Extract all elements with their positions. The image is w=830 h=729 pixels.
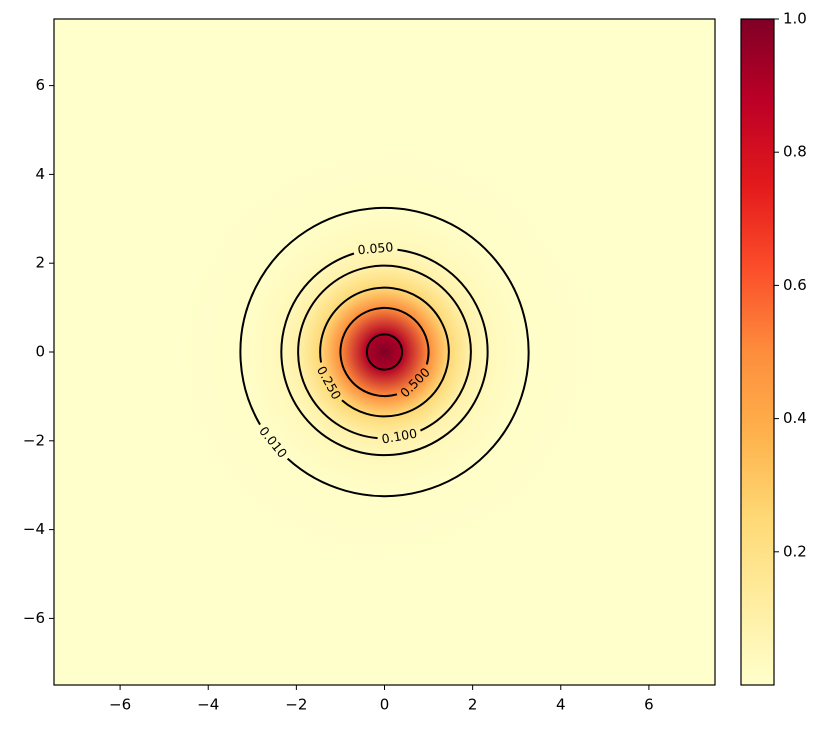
heatmap [153, 121, 616, 583]
contour-label: 0.050 [357, 239, 394, 257]
colorbar-tick-label: 1.0 [783, 10, 807, 28]
x-tick-label: 4 [556, 696, 566, 714]
x-tick-label: −4 [197, 696, 219, 714]
y-tick-label: −6 [23, 609, 45, 627]
x-tick-label: −2 [285, 696, 307, 714]
contour-line [319, 286, 450, 418]
x-tick-label: 0 [380, 696, 390, 714]
colorbar-tick-label: 0.4 [783, 409, 807, 427]
x-tick-label: −6 [109, 696, 131, 714]
contour-label: 0.100 [380, 426, 418, 447]
x-tick-label: 6 [644, 696, 654, 714]
y-tick-label: 2 [35, 254, 45, 272]
contour-line [297, 264, 472, 440]
y-tick-label: −2 [23, 431, 45, 449]
contour-line [280, 248, 489, 457]
contour-line [239, 206, 530, 498]
colorbar-tick-label: 0.6 [783, 276, 807, 294]
contour-line [365, 333, 404, 371]
colorbar-tick-label: 0.8 [783, 143, 807, 161]
y-tick-label: −4 [23, 520, 45, 538]
y-tick-label: 4 [35, 165, 45, 183]
y-tick-label: 6 [35, 76, 45, 94]
colorbar [740, 18, 775, 686]
y-tick-label: 0 [35, 343, 45, 361]
colorbar-tick-label: 0.2 [783, 542, 807, 560]
contour-line [339, 306, 430, 398]
x-tick-label: 2 [468, 696, 478, 714]
